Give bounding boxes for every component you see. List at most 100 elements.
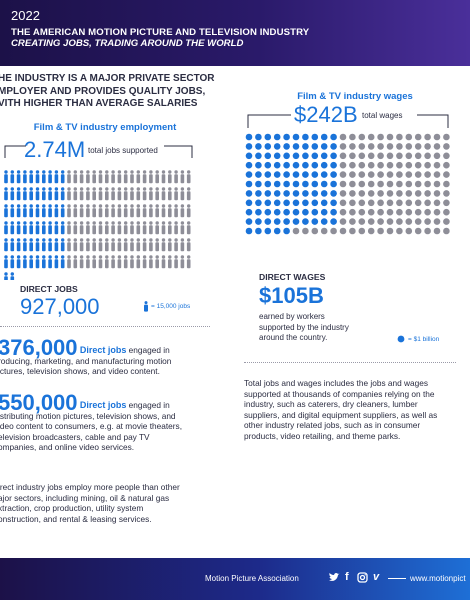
- indirect-wage-dot: [443, 180, 450, 188]
- indirect-wage-dot: [367, 190, 375, 197]
- indirect-wage-dot: [424, 227, 431, 235]
- direct-wage-dot: [292, 133, 300, 141]
- direct-jobs-value: 927,000: [20, 294, 100, 319]
- comparison-line-4: onstruction, and rental & leasing servic…: [0, 513, 152, 524]
- facebook-icon[interactable]: f: [345, 571, 349, 583]
- indirect-wage-dot: [349, 152, 356, 160]
- indirect-wage-dot: [358, 190, 366, 197]
- indirect-wage-dot: [377, 227, 384, 235]
- indirect-wage-dot: [386, 218, 394, 225]
- distribution-jobs-paragraph: 550,000 Direct jobs engaged in istributi…: [0, 392, 233, 453]
- indirect-job-person-icon: [155, 204, 159, 218]
- indirect-wage-dot: [349, 133, 356, 141]
- indirect-job-person-icon: [149, 238, 153, 252]
- direct-wage-dot: [283, 199, 290, 207]
- direct-wage-dot: [311, 171, 319, 178]
- direct-wage-dot: [292, 199, 300, 207]
- indirect-job-person-icon: [168, 187, 172, 201]
- footer-url[interactable]: www.motionpict: [410, 574, 466, 583]
- indirect-job-person-icon: [180, 221, 185, 235]
- indirect-job-person-icon: [142, 170, 147, 184]
- direct-job-person-icon: [54, 221, 59, 235]
- direct-wage-dot: [292, 143, 300, 150]
- indirect-job-person-icon: [92, 255, 96, 269]
- indirect-wage-dot: [367, 133, 375, 141]
- direct-job-person-icon: [29, 221, 33, 235]
- indirect-wage-dot: [443, 190, 450, 197]
- indirect-wage-dot: [433, 171, 441, 178]
- direct-wage-dot: [283, 171, 290, 178]
- vimeo-icon[interactable]: v: [373, 571, 380, 583]
- direct-wage-dot: [273, 208, 281, 216]
- direct-wage-dot: [245, 190, 253, 197]
- direct-job-person-icon: [60, 170, 65, 184]
- direct-wage-dot: [245, 218, 253, 225]
- direct-wages-caption-2: supported by the industry: [259, 322, 349, 332]
- direct-job-person-icon: [10, 170, 15, 184]
- comparison-line-1: irect industry jobs employ more people t…: [0, 482, 180, 492]
- direct-job-person-icon: [16, 204, 21, 218]
- direct-wage-dot: [245, 152, 253, 160]
- indirect-job-person-icon: [67, 187, 71, 201]
- direct-job-person-icon: [54, 238, 59, 252]
- direct-job-person-icon: [54, 170, 59, 184]
- instagram-icon[interactable]: [357, 572, 368, 583]
- indirect-job-person-icon: [130, 255, 134, 269]
- direct-wage-dot: [273, 190, 281, 197]
- comparison-line-3: xtraction, crop production, utility syst…: [0, 503, 144, 513]
- indirect-wage-dot: [367, 199, 375, 207]
- direct-job-person-icon: [35, 204, 40, 218]
- comparison-line-2: ajor sectors, including mining, oil & na…: [0, 492, 170, 503]
- employment-label: Film & TV industry employment: [33, 122, 177, 133]
- indirect-job-person-icon: [186, 238, 191, 252]
- direct-wage-dot: [273, 133, 281, 141]
- direct-wage-dot: [330, 133, 337, 141]
- indirect-job-person-icon: [67, 238, 71, 252]
- indirect-wage-dot: [433, 143, 441, 150]
- indirect-wage-dot: [414, 161, 422, 169]
- indirect-wage-dot: [414, 199, 422, 207]
- indirect-job-person-icon: [111, 170, 115, 184]
- indirect-job-person-icon: [168, 238, 172, 252]
- indirect-wage-dot: [443, 199, 450, 207]
- indirect-wage-dot: [396, 218, 403, 225]
- section-heading-line-3: VITH HIGHER THAN AVERAGE SALARIES: [0, 98, 198, 109]
- indirect-wage-dot: [377, 133, 384, 141]
- direct-job-person-icon: [23, 255, 27, 269]
- indirect-wage-dot: [377, 152, 384, 160]
- footer-banner: Motion Picture Association f v www.motio…: [0, 558, 470, 600]
- direct-wage-dot: [320, 152, 328, 160]
- indirect-wage-dot: [443, 133, 450, 141]
- direct-wage-dot: [264, 190, 272, 197]
- indirect-job-person-icon: [161, 221, 166, 235]
- comparison-paragraph: irect industry jobs employ more people t…: [0, 482, 233, 524]
- indirect-wage-dot: [396, 143, 403, 150]
- indirect-job-person-icon: [105, 238, 109, 252]
- indirect-job-person-icon: [67, 170, 71, 184]
- direct-job-person-icon: [42, 170, 46, 184]
- direct-wage-dot: [311, 143, 319, 150]
- direct-job-person-icon: [4, 187, 8, 201]
- indirect-wage-dot: [443, 161, 450, 169]
- direct-wage-dot: [292, 180, 300, 188]
- indirect-job-person-icon: [161, 170, 166, 184]
- direct-wage-dot: [283, 143, 290, 150]
- indirect-wage-dot: [349, 171, 356, 178]
- indirect-job-person-icon: [117, 187, 122, 201]
- direct-wage-dot: [255, 227, 262, 235]
- indirect-job-person-icon: [155, 221, 159, 235]
- direct-wage-dot: [245, 199, 253, 207]
- page-title: THE AMERICAN MOTION PICTURE AND TELEVISI…: [11, 27, 310, 38]
- indirect-job-person-icon: [155, 238, 159, 252]
- wages-bracket: [247, 114, 449, 128]
- direct-wage-dot: [320, 161, 328, 169]
- indirect-wage-dot: [386, 208, 394, 216]
- indirect-job-person-icon: [130, 204, 134, 218]
- report-year: 2022: [11, 8, 40, 23]
- twitter-icon[interactable]: [328, 572, 340, 583]
- direct-wage-dot: [320, 199, 328, 207]
- indirect-job-person-icon: [117, 204, 122, 218]
- indirect-wage-dot: [405, 199, 413, 207]
- direct-job-person-icon: [48, 255, 52, 269]
- direct-wage-dot: [302, 171, 309, 178]
